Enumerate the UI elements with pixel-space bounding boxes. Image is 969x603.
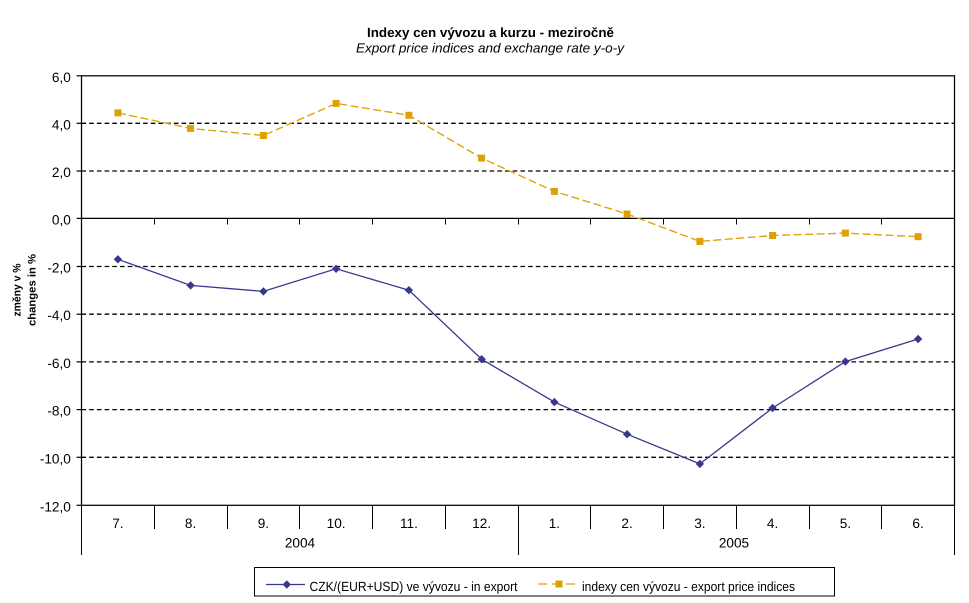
svg-text:-6,0: -6,0 — [47, 356, 71, 371]
svg-text:1.: 1. — [549, 516, 560, 531]
svg-text:12.: 12. — [472, 516, 491, 531]
svg-text:2005: 2005 — [719, 536, 749, 551]
svg-text:11.: 11. — [400, 516, 418, 531]
svg-text:-8,0: -8,0 — [47, 404, 71, 419]
svg-text:5.: 5. — [840, 516, 851, 531]
svg-text:2.: 2. — [621, 516, 632, 531]
svg-text:-12,0: -12,0 — [40, 499, 71, 514]
svg-text:-4,0: -4,0 — [47, 308, 71, 323]
svg-text:Export price indices and excha: Export price indices and exchange rate y… — [356, 41, 625, 56]
svg-text:10.: 10. — [327, 516, 346, 531]
svg-text:Indexy cen vývozu a kurzu - me: Indexy cen vývozu a kurzu - meziročně — [367, 25, 614, 40]
svg-text:8.: 8. — [185, 516, 196, 531]
svg-text:9.: 9. — [258, 516, 269, 531]
svg-text:-2,0: -2,0 — [47, 261, 71, 276]
svg-text:indexy cen vývozu - export pri: indexy cen vývozu - export price indices — [582, 579, 795, 594]
svg-text:2004: 2004 — [285, 536, 316, 551]
svg-text:0,0: 0,0 — [52, 212, 71, 227]
svg-text:změny v %: změny v % — [12, 263, 24, 316]
svg-text:-10,0: -10,0 — [40, 451, 71, 466]
svg-text:CZK/(EUR+USD) ve vývozu - in e: CZK/(EUR+USD) ve vývozu - in export — [310, 579, 518, 594]
svg-text:4.: 4. — [767, 516, 778, 531]
svg-text:3.: 3. — [694, 516, 705, 531]
svg-text:changes in %: changes in % — [27, 254, 39, 326]
svg-text:2,0: 2,0 — [52, 165, 71, 180]
svg-text:7.: 7. — [112, 516, 123, 531]
svg-text:6,0: 6,0 — [52, 70, 71, 85]
svg-text:4,0: 4,0 — [52, 117, 71, 132]
svg-text:6.: 6. — [912, 516, 923, 531]
